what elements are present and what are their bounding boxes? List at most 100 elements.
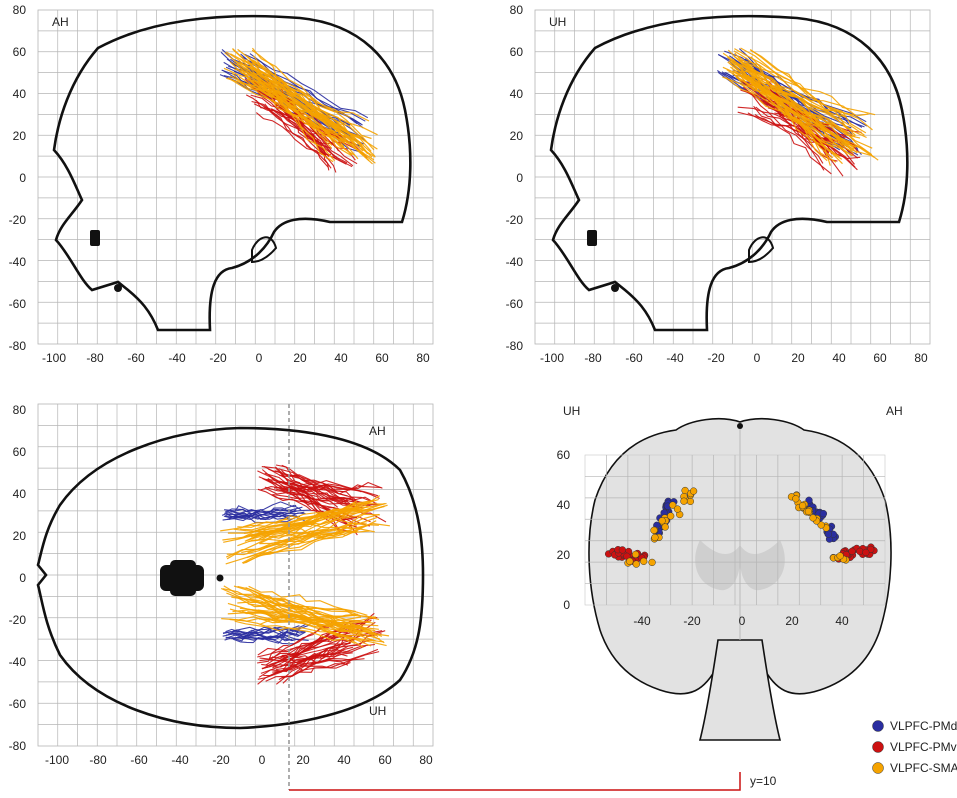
fiber-streamline	[231, 72, 345, 149]
y-tick-labels: 60 40 20 0	[557, 448, 571, 612]
x-tick-label: -60	[127, 351, 145, 365]
x-tick-label: 80	[416, 351, 430, 365]
panel-label: UH	[549, 15, 566, 29]
fiber-streamline	[272, 650, 343, 660]
fiber-streamline	[250, 530, 353, 538]
y-tick-label: 0	[563, 598, 570, 612]
termination-dot	[618, 546, 627, 554]
y-tick-label: 60	[13, 445, 27, 459]
y-tick-label: 20	[13, 529, 27, 543]
marker-blob	[160, 560, 224, 596]
x-tick-label: 0	[754, 351, 761, 365]
marker-dot	[114, 284, 122, 292]
y-tick-label: 0	[516, 171, 523, 185]
legend-label: VLPFC-SMA	[890, 761, 957, 775]
x-tick-labels: -40 -20 0 20 40	[633, 614, 849, 628]
marker-dot	[611, 284, 619, 292]
y-tick-label: 20	[557, 548, 571, 562]
x-tick-label: 40	[832, 351, 846, 365]
axial-panel: AH UH -100 -80 -60 -40 -20 0 20 40 60 80 80 60 40 20…	[9, 403, 434, 790]
termination-dot	[836, 552, 844, 560]
x-tick-label: -80	[584, 351, 602, 365]
y-tick-label: -40	[9, 255, 27, 269]
termination-dot	[689, 487, 698, 495]
x-tick-labels: -100 -80 -60 -40 -20 0 20 40 60 80	[42, 351, 430, 365]
fiber-streamline	[229, 618, 364, 648]
fiber-streamline	[273, 110, 356, 161]
termination-dot	[669, 501, 677, 509]
fiber-streamline	[232, 47, 369, 154]
termination-dot	[658, 517, 666, 525]
ventricle-shape	[695, 540, 785, 591]
y-tick-label: -40	[9, 655, 27, 669]
fiber-streamline	[736, 63, 865, 136]
y-tick-label: -80	[9, 339, 27, 353]
y-tick-label: -60	[9, 297, 27, 311]
termination-dot	[856, 547, 864, 556]
legend-swatch	[872, 762, 884, 774]
y-tick-label: -80	[9, 739, 27, 753]
grid	[585, 455, 885, 605]
x-tick-label: 20	[791, 351, 805, 365]
fiber-streamline	[244, 53, 369, 119]
y-tick-label: 80	[510, 3, 524, 17]
fiber-tracts	[219, 47, 378, 173]
y-tick-label: 80	[13, 403, 27, 417]
fiber-streamline	[261, 661, 351, 670]
x-tick-label: -40	[666, 351, 684, 365]
y-tick-label: -20	[9, 613, 27, 627]
fiber-streamline	[272, 648, 379, 673]
fiber-streamline	[231, 631, 306, 642]
termination-dot	[804, 507, 813, 516]
fiber-streamline	[224, 513, 301, 519]
y-tick-label: 20	[13, 129, 27, 143]
legend-swatch	[872, 741, 884, 753]
cerebellum-notch	[748, 236, 775, 264]
legend-label: VLPFC-PMv	[890, 740, 957, 754]
fiber-streamline	[722, 52, 840, 158]
termination-dot	[632, 560, 640, 568]
fiber-streamline	[227, 77, 345, 144]
fiber-streamline	[248, 585, 357, 613]
fiber-streamline	[247, 526, 363, 554]
x-tick-label: 0	[256, 351, 263, 365]
x-tick-label: 40	[334, 351, 348, 365]
x-tick-label: 20	[293, 351, 307, 365]
termination-dot	[640, 557, 648, 565]
fiber-streamline	[727, 49, 837, 163]
y-tick-label: 60	[13, 45, 27, 59]
fiber-streamline	[259, 530, 358, 545]
termination-dot	[651, 533, 659, 542]
label-uh: UH	[563, 404, 580, 418]
termination-dots	[604, 486, 878, 568]
x-tick-label: 40	[835, 614, 849, 628]
x-tick-label: 20	[296, 753, 310, 767]
fiber-streamline	[767, 107, 830, 154]
fiber-streamline	[225, 633, 296, 645]
y-tick-label: -40	[506, 255, 524, 269]
brain-outline	[549, 14, 909, 332]
y-tick-label: 0	[19, 571, 26, 585]
coronal-panel: UH AH -40 -20 0 20 40 60 40 20 0	[557, 404, 903, 741]
y-tick-label: 20	[510, 129, 524, 143]
x-tick-label: 60	[378, 753, 392, 767]
x-tick-label: -100	[42, 351, 66, 365]
fiber-streamline	[747, 74, 873, 156]
y-tick-labels: 80 60 40 20 0 -20 -40 -60 -80	[506, 3, 524, 353]
termination-dot	[798, 501, 807, 510]
fiber-streamline	[278, 468, 387, 523]
top-marker	[737, 423, 743, 429]
fiber-streamline	[729, 58, 856, 138]
y-tick-labels: 80 60 40 20 0 -20 -40 -60 -80	[9, 403, 27, 753]
fiber-streamline	[727, 56, 834, 159]
fiber-streamline	[222, 511, 305, 522]
slice-bracket	[289, 772, 741, 791]
fiber-streamline	[268, 620, 334, 659]
fiber-streamline	[259, 596, 379, 638]
termination-dot	[686, 497, 695, 506]
fiber-streamline	[222, 629, 300, 637]
x-tick-label: -60	[130, 753, 148, 767]
y-tick-label: 60	[557, 448, 571, 462]
y-tick-label: 0	[19, 171, 26, 185]
